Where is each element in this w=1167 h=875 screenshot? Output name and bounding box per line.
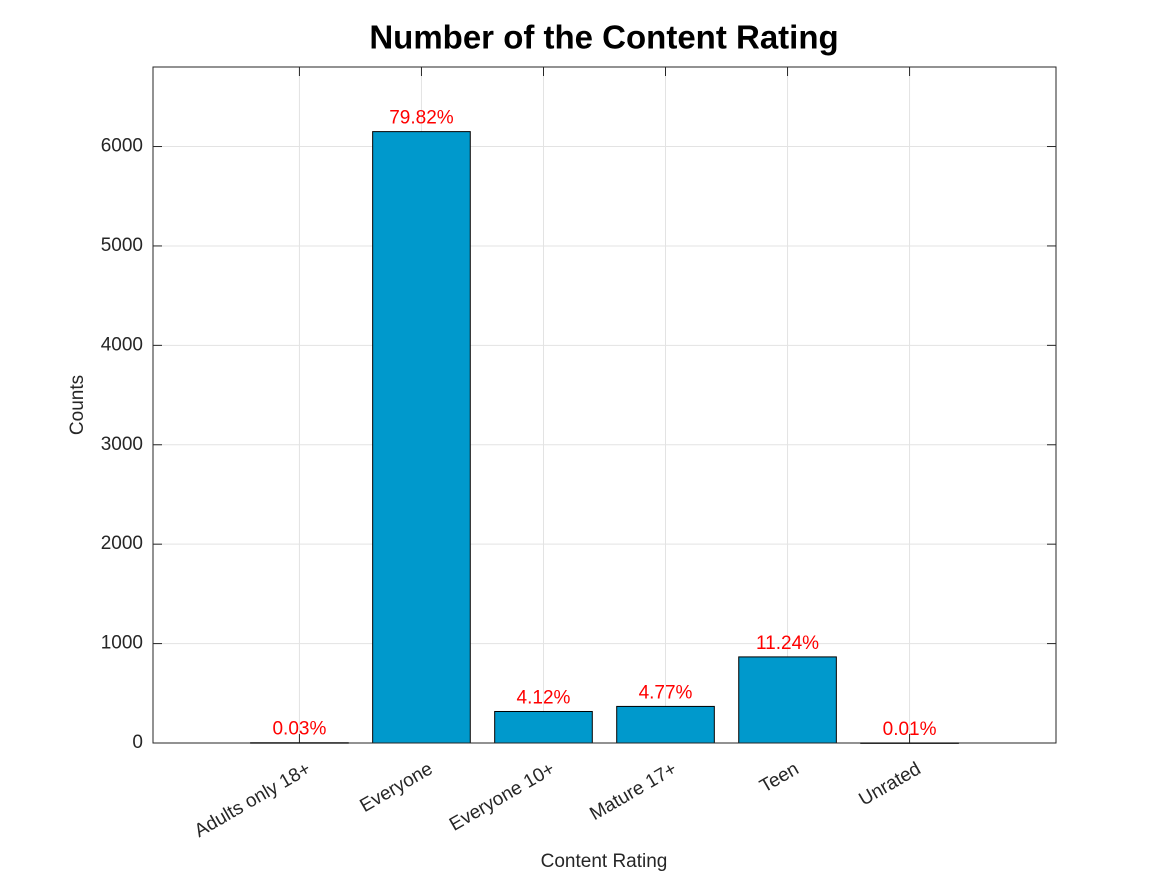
x-tick-label: Adults only 18+ bbox=[191, 758, 314, 841]
value-label: 79.82% bbox=[389, 108, 454, 129]
plot-box bbox=[152, 66, 1057, 744]
bar bbox=[372, 131, 471, 744]
value-label: 0.03% bbox=[272, 719, 326, 740]
y-tick-label: 5000 bbox=[101, 235, 143, 256]
value-label: 4.77% bbox=[639, 682, 693, 703]
y-axis-label: Counts bbox=[67, 375, 88, 435]
x-tick-label: Mature 17+ bbox=[586, 758, 680, 825]
x-tick-label: Everyone bbox=[356, 758, 436, 816]
x-tick-label: Unrated bbox=[856, 758, 925, 810]
value-label: 11.24% bbox=[756, 633, 819, 654]
bar bbox=[494, 710, 593, 744]
bar bbox=[738, 656, 837, 744]
y-tick-label: 0 bbox=[132, 732, 143, 753]
bar bbox=[616, 705, 715, 744]
value-label: 0.01% bbox=[883, 719, 937, 740]
y-tick-label: 3000 bbox=[101, 434, 143, 455]
y-tick-label: 1000 bbox=[101, 633, 143, 654]
y-tick-label: 2000 bbox=[101, 533, 143, 554]
y-tick-label: 6000 bbox=[101, 136, 143, 157]
y-tick-label: 4000 bbox=[101, 334, 143, 355]
x-tick-label: Everyone 10+ bbox=[446, 758, 559, 835]
chart-title: Number of the Content Rating bbox=[369, 19, 838, 56]
value-label: 4.12% bbox=[517, 688, 571, 709]
x-axis-label: Content Rating bbox=[541, 851, 668, 872]
x-tick-label: Teen bbox=[756, 758, 802, 797]
